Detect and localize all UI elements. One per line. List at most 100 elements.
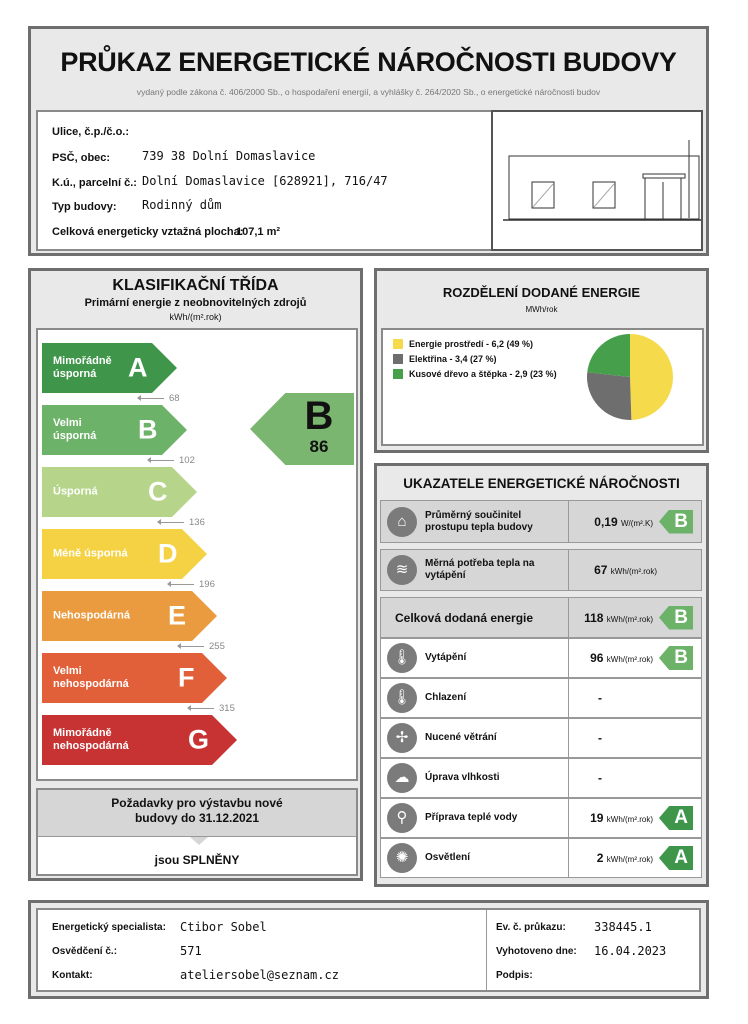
class-bar-d: Méně úsporná D xyxy=(42,529,207,579)
indicator-class-badge: B xyxy=(659,646,693,670)
specialist-label: Energetický specialista: xyxy=(52,922,166,933)
threshold-value: 255 xyxy=(209,641,225,652)
requirements-result: jsou SPLNĚNY xyxy=(154,853,240,867)
threshold-arrow-icon xyxy=(177,642,204,649)
issued-date-value: 16.04.2023 xyxy=(594,944,667,958)
requirements-pointer xyxy=(190,837,208,854)
class-label: Velmi úsporná xyxy=(53,417,97,442)
heating-thermometer-icon: 🌡 xyxy=(387,643,417,673)
class-threshold: 255 xyxy=(177,641,225,652)
classification-unit: kWh/(m².rok) xyxy=(169,312,222,322)
pie-legend: Energie prostředí - 6,2 (49 %) Elektřina … xyxy=(393,336,557,381)
threshold-value: 68 xyxy=(169,393,180,404)
indicator-name-cell xyxy=(381,719,569,757)
threshold-value: 102 xyxy=(179,455,195,466)
indicator-name: Příprava teplé vody xyxy=(425,812,518,823)
distribution-panel: ROZDĚLENÍ DODANÉ ENERGIE MWh/rok Energie… xyxy=(374,268,709,453)
indicator-class-badge: A xyxy=(659,806,693,830)
indicator-value: 118 kWh/(m².rok) xyxy=(584,611,653,625)
city-value: 739 38 Dolní Domaslavice xyxy=(142,149,316,163)
indicator-row: ☁ Úprava vlhkosti - xyxy=(380,758,702,798)
indicator-name: Úprava vlhkosti xyxy=(425,772,500,783)
ev-number-value: 338445.1 xyxy=(594,920,652,934)
pie-slice xyxy=(587,372,632,420)
fan-icon: ✢ xyxy=(387,723,417,753)
indicator-value: - xyxy=(598,731,602,745)
issued-date-label: Vyhotoveno dne: xyxy=(496,946,577,957)
footer-panel: Energetický specialista: Ctibor Sobel Os… xyxy=(28,900,709,999)
page-title: PRŮKAZ ENERGETICKÉ NÁROČNOSTI BUDOVY xyxy=(60,47,677,77)
specialist-value: Ctibor Sobel xyxy=(180,920,267,934)
indicator-name-cell xyxy=(381,550,569,590)
legend-swatch xyxy=(393,338,403,349)
indicator-name: Měrná potřeba tepla na vytápění xyxy=(425,558,535,581)
indicator-class-badge: A xyxy=(659,846,693,870)
type-label: Typ budovy: xyxy=(52,201,117,213)
value-number: 2 xyxy=(596,851,604,865)
contact-value[interactable]: ateliersobel@seznam.cz xyxy=(180,968,339,982)
value-unit: kWh/(m².rok) xyxy=(610,567,657,576)
signature-label: Podpis: xyxy=(496,970,533,981)
value-unit: kWh/(m².rok) xyxy=(606,855,653,864)
class-bar-c: Úsporná C xyxy=(42,467,197,517)
city-label: PSČ, obec: xyxy=(52,152,111,164)
indicator-name-cell xyxy=(381,639,569,677)
value-number: 19 xyxy=(590,811,604,825)
pie-chart xyxy=(587,334,673,420)
house-icon: ⌂ xyxy=(387,506,417,537)
indicator-row: ⚲ Příprava teplé vody 19 kWh/(m².rok) A xyxy=(380,798,702,838)
classification-subtitle: Primární energie z neobnovitelných zdroj… xyxy=(84,297,307,309)
class-letter: B xyxy=(138,414,158,445)
threshold-arrow-icon xyxy=(157,518,184,525)
threshold-value: 136 xyxy=(189,517,205,528)
classification-panel: KLASIFIKAČNÍ TŘÍDA Primární energie z ne… xyxy=(28,268,363,881)
requirements-header xyxy=(38,790,356,837)
class-label: Nehospodárná xyxy=(53,609,131,622)
parcel-value: Dolní Domaslavice [628921], 716/47 xyxy=(142,174,388,188)
current-class-indicator: B 86 xyxy=(250,393,354,465)
class-letter: D xyxy=(158,538,178,569)
distribution-title: ROZDĚLENÍ DODANÉ ENERGIE xyxy=(442,285,641,300)
ev-number-label: Ev. č. průkazu: xyxy=(496,922,566,933)
humidity-cloud-icon: ☁ xyxy=(387,763,417,793)
building-info: Ulice, č.p./č.o.: PSČ, obec: 739 38 Doln… xyxy=(36,110,703,251)
indicator-value: 2 kWh/(m².rok) xyxy=(597,851,653,865)
indicator-name: Vytápění xyxy=(425,652,467,663)
current-class-value: 86 xyxy=(309,437,329,456)
class-bar-b: Velmi úsporná B xyxy=(42,405,187,455)
parcel-label: K.ú., parcelní č.: xyxy=(52,177,137,189)
threshold-value: 315 xyxy=(219,703,235,714)
classification-title: KLASIFIKAČNÍ TŘÍDA xyxy=(112,277,279,294)
indicator-value: 0,19 W/(m².K) xyxy=(594,515,653,529)
indicator-name: Nucené větrání xyxy=(425,732,497,743)
certificate-value: 571 xyxy=(180,944,202,958)
value-unit: kWh/(m².rok) xyxy=(606,614,653,624)
indicator-value: 19 kWh/(m².rok) xyxy=(590,811,653,825)
area-label: Celková energeticky vztažná plocha: xyxy=(52,226,244,238)
indicator-value: 67 kWh/(m².rok) xyxy=(594,563,657,577)
indicator-name: Celková dodaná energie xyxy=(395,610,534,625)
indicator-row: ⌂ Průměrný součinitel prostupu tepla budo… xyxy=(380,500,702,543)
threshold-arrow-icon xyxy=(147,456,174,463)
page-subtitle: vydaný podle zákona č. 406/2000 Sb., o h… xyxy=(136,87,601,97)
indicator-class-badge: B xyxy=(659,605,693,630)
class-bar-g: Mimořádně nehospodárná G xyxy=(42,715,237,765)
footer-info: Energetický specialista: Ctibor Sobel Os… xyxy=(36,908,701,992)
class-label: Velmi nehospodárná xyxy=(53,665,129,690)
current-class-letter: B xyxy=(304,394,334,438)
type-value: Rodinný dům xyxy=(142,198,222,212)
class-label: Úsporná xyxy=(53,485,98,498)
water-tap-icon: ⚲ xyxy=(387,803,417,833)
value-number: 96 xyxy=(590,651,604,665)
indicator-name-cell xyxy=(381,598,569,637)
class-threshold: 102 xyxy=(147,455,195,466)
indicator-value: - xyxy=(598,691,602,705)
legend-item: Energie prostředí - 6,2 (49 %) xyxy=(393,336,557,351)
indicator-row: ✢ Nucené větrání - xyxy=(380,718,702,758)
pie-slice xyxy=(630,334,673,420)
indicator-name: Chlazení xyxy=(425,692,467,703)
indicator-row: ✺ Osvětlení 2 kWh/(m².rok) A xyxy=(380,838,702,878)
indicator-row: 🌡 Vytápění 96 kWh/(m².rok) B xyxy=(380,638,702,678)
class-letter: E xyxy=(168,600,187,631)
street-label: Ulice, č.p./č.o.: xyxy=(52,126,130,138)
